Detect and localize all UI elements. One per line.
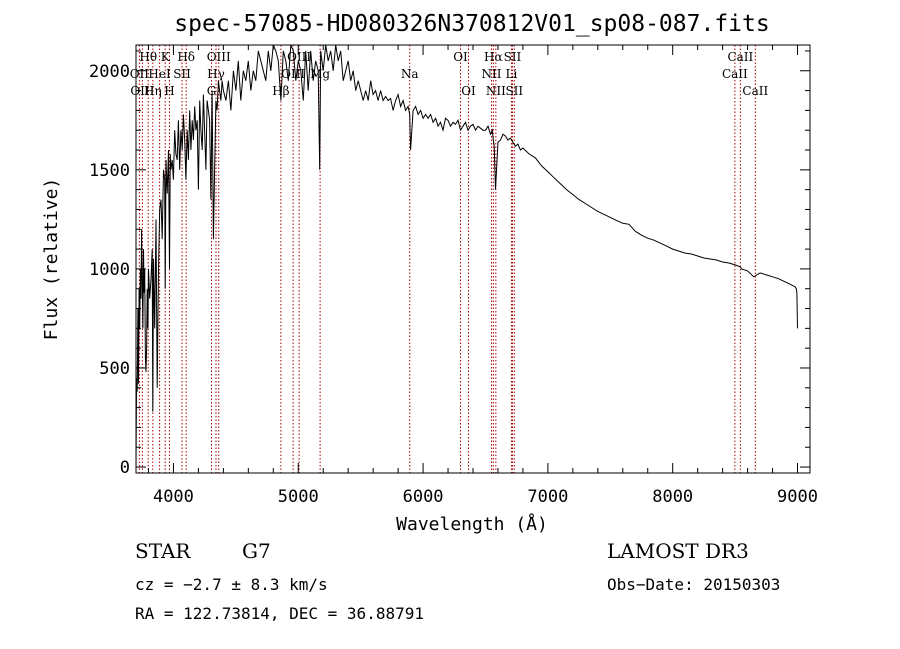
- line-marker-label-1: OII: [130, 67, 150, 81]
- line-marker-label-19: Hα: [484, 50, 503, 64]
- line-marker-label-20: NII: [481, 67, 501, 81]
- x-tick-label: 5000: [278, 487, 319, 507]
- x-tick-label: 7000: [527, 487, 568, 507]
- survey-label: LAMOST DR3: [607, 539, 749, 563]
- x-tick-label: 4000: [153, 487, 194, 507]
- chart-title: spec-57085-HD080326N370812V01_sp08-087.f…: [174, 11, 769, 37]
- line-marker-label-17: OI: [453, 50, 468, 64]
- redshift-value: cz = −2.7 ± 8.3 km/s: [135, 575, 328, 594]
- line-marker-label-21: NII: [486, 84, 506, 98]
- obs-date-value: Obs−Date: 20150303: [607, 575, 780, 594]
- line-marker-label-23: Li: [506, 67, 518, 81]
- x-tick-label: 9000: [777, 487, 818, 507]
- line-marker-label-3: K: [161, 50, 171, 64]
- line-marker-label-0: Hθ: [139, 50, 157, 64]
- line-marker-label-22: SII: [504, 50, 522, 64]
- line-marker-label-8: SII: [173, 67, 191, 81]
- line-marker-label-16: Na: [401, 67, 419, 81]
- line-marker-label-11: G: [207, 84, 217, 98]
- line-marker-label-9: OIII: [207, 50, 231, 64]
- line-marker-label-6: Hη: [144, 84, 162, 98]
- x-tick-label: 6000: [403, 487, 444, 507]
- y-tick-label: 1000: [89, 260, 130, 280]
- y-tick-label: 2000: [89, 62, 130, 82]
- spectrum-line: [135, 44, 798, 468]
- line-marker-label-27: CaII: [742, 84, 768, 98]
- x-tick-label: 8000: [652, 487, 693, 507]
- line-marker-label-5: HeI: [148, 67, 171, 81]
- line-markers: [138, 45, 756, 473]
- object-type-label: STAR: [135, 539, 191, 563]
- line-marker-label-24: SII: [505, 84, 523, 98]
- line-marker-label-7: Hδ: [177, 50, 195, 64]
- line-marker-label-10: Hγ: [207, 67, 225, 81]
- y-tick-label: 500: [99, 359, 130, 379]
- y-axis-label: Flux (relative): [41, 178, 62, 341]
- subclass-label: G7: [242, 539, 271, 563]
- x-axis-ticks: 4000 5000 6000 7000 8000 9000: [147, 45, 818, 507]
- x-axis-label: Wavelength (Å): [396, 513, 548, 535]
- coordinates-value: RA = 122.73814, DEC = 36.88791: [135, 604, 424, 623]
- line-marker-label-26: CaII: [722, 67, 748, 81]
- line-marker-label-18: OI: [461, 84, 476, 98]
- y-tick-label: 1500: [89, 161, 130, 181]
- y-tick-label: 0: [120, 458, 130, 478]
- line-marker-label-25: CaII: [727, 50, 753, 64]
- y-axis-ticks: 0 500 1000 1500 2000: [89, 50, 810, 478]
- line-marker-label-4: H: [164, 84, 174, 98]
